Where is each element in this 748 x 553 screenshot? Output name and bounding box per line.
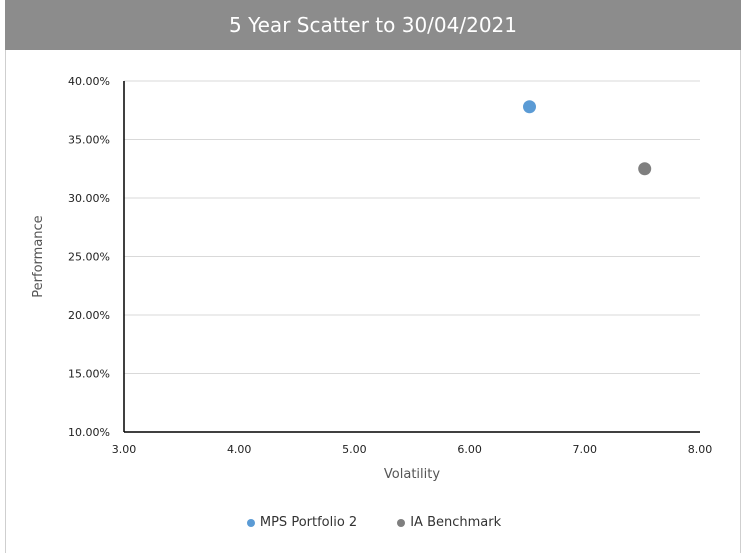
x-tick-labels: 3.00 4.00 5.00 6.00 7.00 8.00 [112, 443, 713, 456]
legend-label-mps: MPS Portfolio 2 [259, 515, 358, 530]
y-axis-label: Performance [31, 215, 46, 297]
y-tick-labels: 10.00% 15.00% 20.00% 25.00% 30.00% 35.00% 40.0… [68, 75, 110, 439]
chart-title: 5 Year Scatter to 30/04/2021 [5, 0, 741, 50]
data-point-ia-benchmark[interactable] [638, 162, 652, 176]
y-tick-label: 20.00% [68, 309, 110, 322]
y-tick-label: 40.00% [68, 75, 110, 88]
legend-marker-mps [246, 518, 255, 527]
chart-frame [5, 0, 741, 553]
x-tick-label: 7.00 [573, 443, 598, 456]
data-points [523, 100, 652, 176]
legend-item-mps-portfolio-2[interactable]: MPS Portfolio 2 [246, 515, 358, 530]
gridlines [124, 80, 700, 374]
y-tick-label: 30.00% [68, 192, 110, 205]
legend: MPS Portfolio 2 IA Benchmark [0, 515, 748, 530]
y-tick-label: 10.00% [68, 426, 110, 439]
x-tick-label: 3.00 [112, 443, 137, 456]
y-tick-label: 15.00% [68, 368, 110, 381]
y-tick-label: 25.00% [68, 251, 110, 264]
x-tick-label: 4.00 [227, 443, 252, 456]
legend-label-ia: IA Benchmark [410, 515, 502, 530]
axes [123, 81, 700, 433]
data-point-mps-portfolio-2[interactable] [523, 100, 537, 114]
x-tick-label: 5.00 [342, 443, 367, 456]
y-tick-label: 35.00% [68, 134, 110, 147]
x-tick-label: 8.00 [688, 443, 713, 456]
legend-item-ia-benchmark[interactable]: IA Benchmark [397, 515, 501, 530]
legend-marker-ia [397, 518, 406, 527]
x-axis-label: Volatility [384, 467, 440, 482]
x-tick-label: 6.00 [457, 443, 482, 456]
